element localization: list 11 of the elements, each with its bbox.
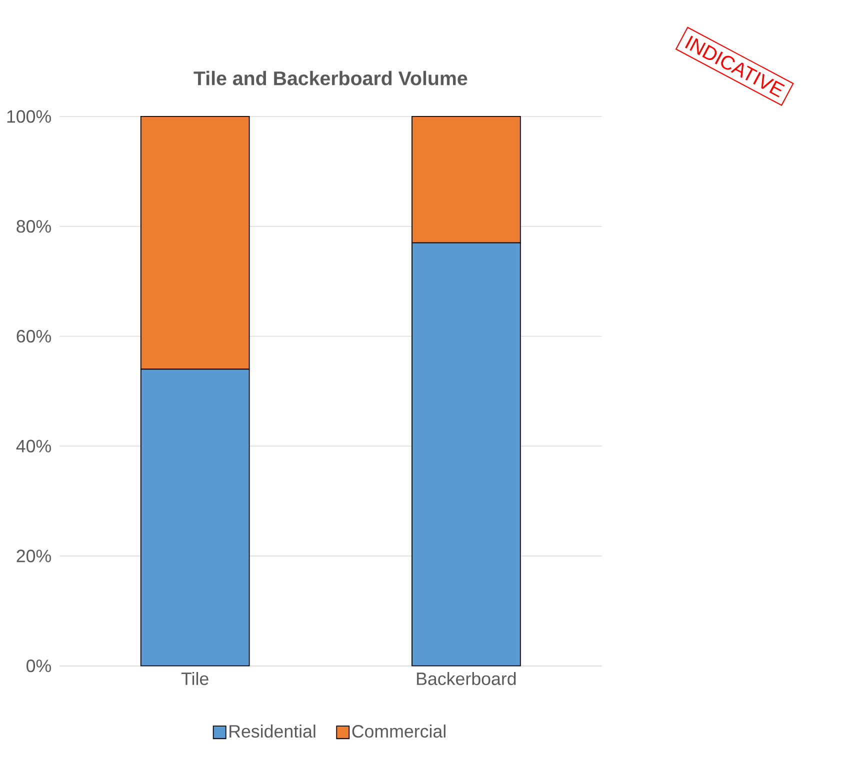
y-tick-label: 20% <box>16 550 51 563</box>
legend-label: Residential <box>230 724 316 738</box>
y-tick-label: 0% <box>26 660 51 672</box>
legend-label: Commercial <box>352 724 446 738</box>
x-tick-label: Tile <box>181 672 208 686</box>
y-tick-label: 80% <box>16 220 51 233</box>
y-tick-label: 40% <box>16 440 51 453</box>
x-tick-label: Backerboard <box>417 672 516 686</box>
y-tick-label: 60% <box>16 330 51 343</box>
y-tick-label: 100% <box>7 110 51 124</box>
chart-title: Tile and Backerboard Volume <box>194 71 468 86</box>
